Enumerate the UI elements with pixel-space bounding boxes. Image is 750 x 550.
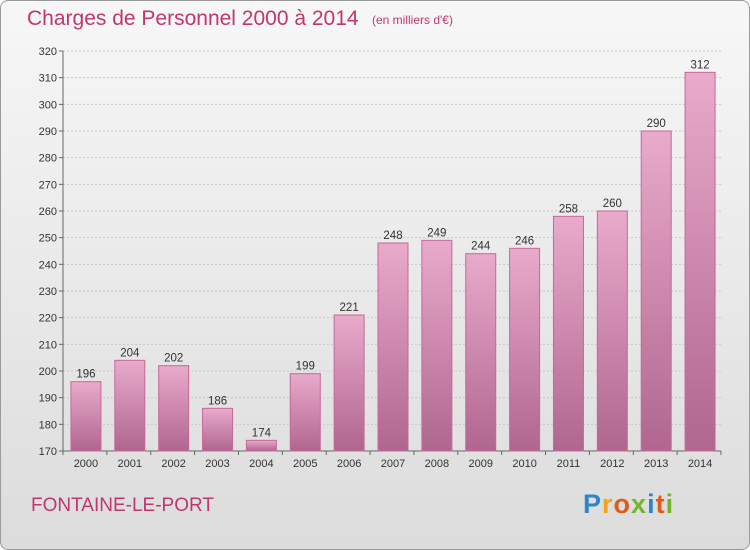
bar-2013 <box>640 130 672 452</box>
y-tick-label: 220 <box>39 313 57 325</box>
y-tick-label: 290 <box>39 126 57 138</box>
bar-2014 <box>684 71 716 452</box>
value-label-2006: 221 <box>340 302 359 314</box>
y-tick-label: 240 <box>39 259 57 271</box>
y-tick-label: 320 <box>39 46 57 58</box>
bar-2010 <box>509 247 541 452</box>
value-label-2004: 174 <box>252 427 272 439</box>
y-tick-label: 260 <box>39 206 57 218</box>
bar-2012 <box>596 210 628 452</box>
value-label-2005: 199 <box>296 361 315 373</box>
bar-2007 <box>377 242 409 452</box>
bar-2011 <box>552 215 584 452</box>
logo-letter: t <box>655 489 666 519</box>
x-tick-label-2013: 2013 <box>644 458 668 470</box>
value-label-2001: 204 <box>120 347 140 359</box>
bar-2004 <box>245 439 277 452</box>
chart-title: Charges de Personnel 2000 à 2014 <box>27 7 359 30</box>
y-tick-label: 280 <box>39 153 57 165</box>
labels: 170 180 190 200 210 220 230 240 250 260 270 280 290 3… <box>39 46 713 470</box>
chart-subtitle: (en milliers d'€) <box>372 13 453 27</box>
y-tick-label: 180 <box>39 419 57 431</box>
value-label-2011: 258 <box>559 203 578 215</box>
x-tick-label-2007: 2007 <box>381 458 405 470</box>
bar-2008 <box>421 239 453 452</box>
bar-2000 <box>70 381 102 452</box>
commune-name: FONTAINE-LE-PORT <box>31 495 214 516</box>
logo-letter: o <box>613 489 632 519</box>
x-tick-label-2009: 2009 <box>468 458 492 470</box>
value-label-2014: 312 <box>690 59 709 71</box>
y-tick-label: 190 <box>39 393 57 405</box>
y-tick-label: 230 <box>39 286 57 298</box>
value-label-2000: 196 <box>76 369 95 381</box>
y-tick-label: 200 <box>39 366 57 378</box>
y-tick-label: 300 <box>39 99 57 111</box>
y-tick-label: 210 <box>39 339 57 351</box>
bar-2006 <box>333 314 365 452</box>
logo-letter: i <box>647 489 656 519</box>
x-tick-label-2012: 2012 <box>600 458 624 470</box>
proxiti-logo[interactable]: Proxiti <box>583 489 674 520</box>
value-label-2012: 260 <box>603 198 622 210</box>
x-tick-label-2000: 2000 <box>74 458 98 470</box>
bar-2009 <box>465 253 497 452</box>
x-tick-label-2001: 2001 <box>118 458 142 470</box>
y-tick-label: 310 <box>39 73 57 85</box>
y-tick-label: 170 <box>39 446 57 458</box>
logo-letter: r <box>602 489 614 519</box>
x-tick-label-2011: 2011 <box>557 458 581 470</box>
logo-letter: i <box>665 489 675 519</box>
value-label-2008: 249 <box>427 227 446 239</box>
x-tick-label-2005: 2005 <box>293 458 317 470</box>
bar-2002 <box>158 365 190 452</box>
value-label-2010: 246 <box>515 235 534 247</box>
bar-2003 <box>202 407 234 452</box>
value-label-2002: 202 <box>164 353 183 365</box>
value-label-2007: 248 <box>383 230 402 242</box>
bars <box>70 71 716 452</box>
logo-letter: P <box>583 489 603 519</box>
logo-letter: x <box>631 489 648 519</box>
value-label-2009: 244 <box>471 241 491 253</box>
x-tick-label-2010: 2010 <box>512 458 536 470</box>
y-tick-label: 250 <box>39 233 57 245</box>
x-tick-label-2006: 2006 <box>337 458 361 470</box>
value-label-2013: 290 <box>647 118 666 130</box>
x-tick-label-2004: 2004 <box>249 458 273 470</box>
bar-2005 <box>289 373 321 452</box>
x-tick-label-2008: 2008 <box>425 458 449 470</box>
value-label-2003: 186 <box>208 395 227 407</box>
x-tick-label-2003: 2003 <box>205 458 229 470</box>
y-tick-label: 270 <box>39 179 57 191</box>
bar-2001 <box>114 359 146 452</box>
x-tick-label-2002: 2002 <box>161 458 185 470</box>
x-tick-label-2014: 2014 <box>688 458 712 470</box>
